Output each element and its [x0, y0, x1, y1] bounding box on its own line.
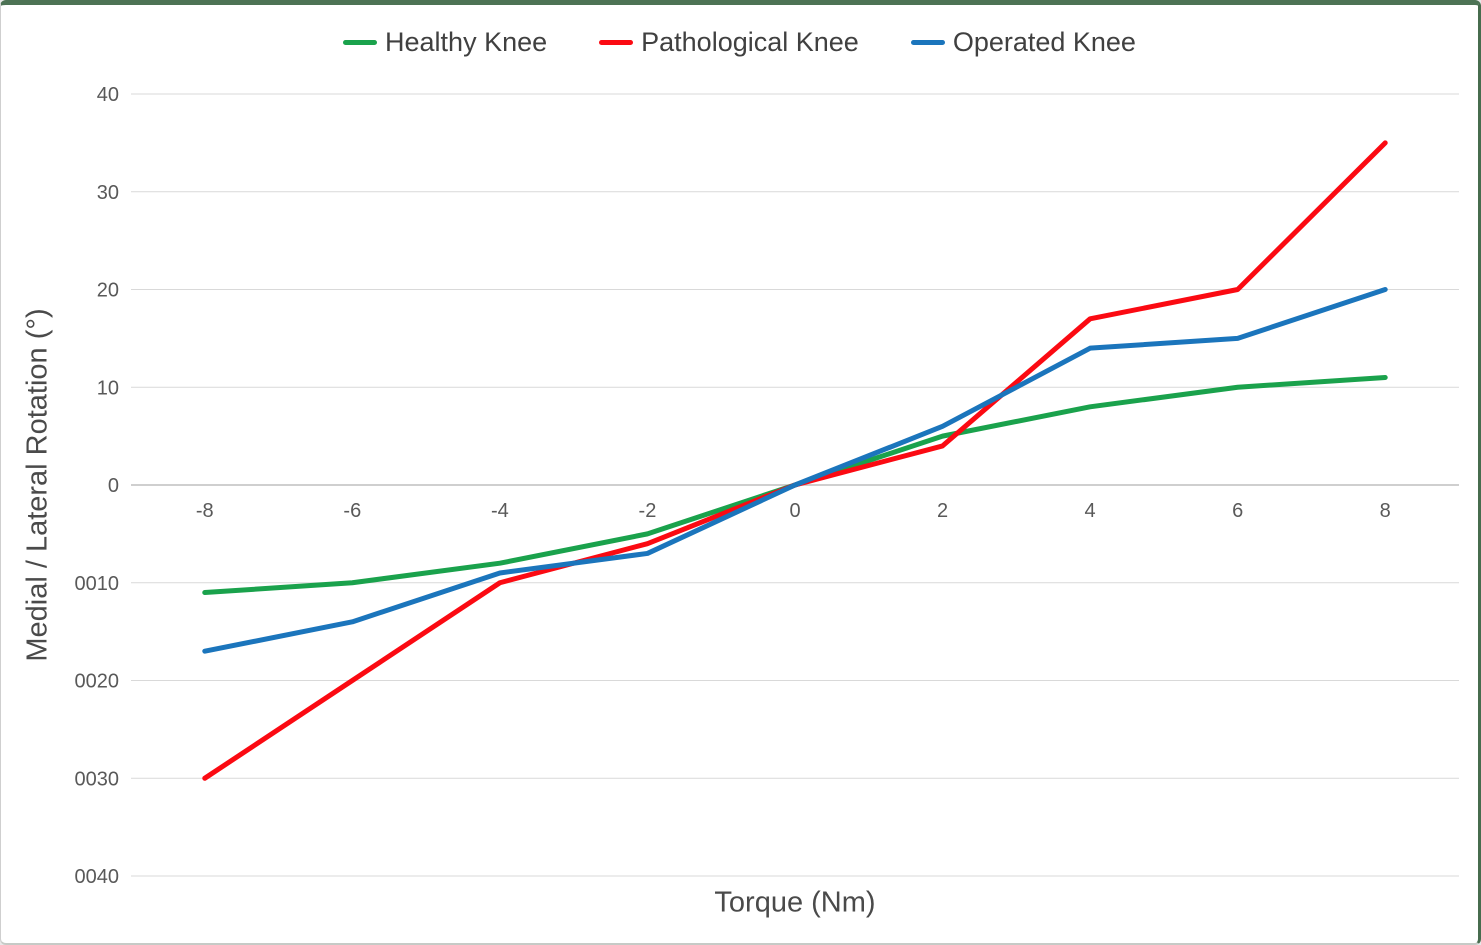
- x-tick-label: -8: [196, 500, 214, 522]
- line-chart-svg: 40 30 20 10 0 0010 0020 0030 0040 -8 -6 -4 -2 0 2 4 6 8: [75, 84, 1459, 888]
- x-tick-label: 2: [937, 500, 948, 522]
- y-tick-label: 0: [108, 475, 119, 497]
- x-tick-label: 6: [1232, 500, 1243, 522]
- y-tick-label: 0020: [75, 671, 120, 693]
- y-tick-label: 0010: [75, 573, 120, 595]
- series-line-pathological-knee: [202, 140, 1388, 781]
- x-tick-label: -6: [343, 500, 361, 522]
- x-axis-title: Torque (Nm): [714, 886, 876, 919]
- y-tick-label: 30: [97, 182, 119, 204]
- x-tick-label: 0: [789, 500, 800, 522]
- y-tick-label: 10: [97, 377, 119, 399]
- x-tick-label: 8: [1380, 500, 1391, 522]
- y-tick-label: 0030: [75, 768, 120, 790]
- x-tick-label: -2: [639, 500, 657, 522]
- x-tick-label: 4: [1085, 500, 1096, 522]
- x-tick-label: -4: [491, 500, 509, 522]
- series-line-operated-knee: [202, 287, 1388, 654]
- y-tick-label: 40: [97, 84, 119, 106]
- y-tick-label: 0040: [75, 866, 120, 888]
- y-axis-title: Medial / Lateral Rotation (°): [21, 308, 54, 662]
- y-tick-label: 20: [97, 280, 119, 302]
